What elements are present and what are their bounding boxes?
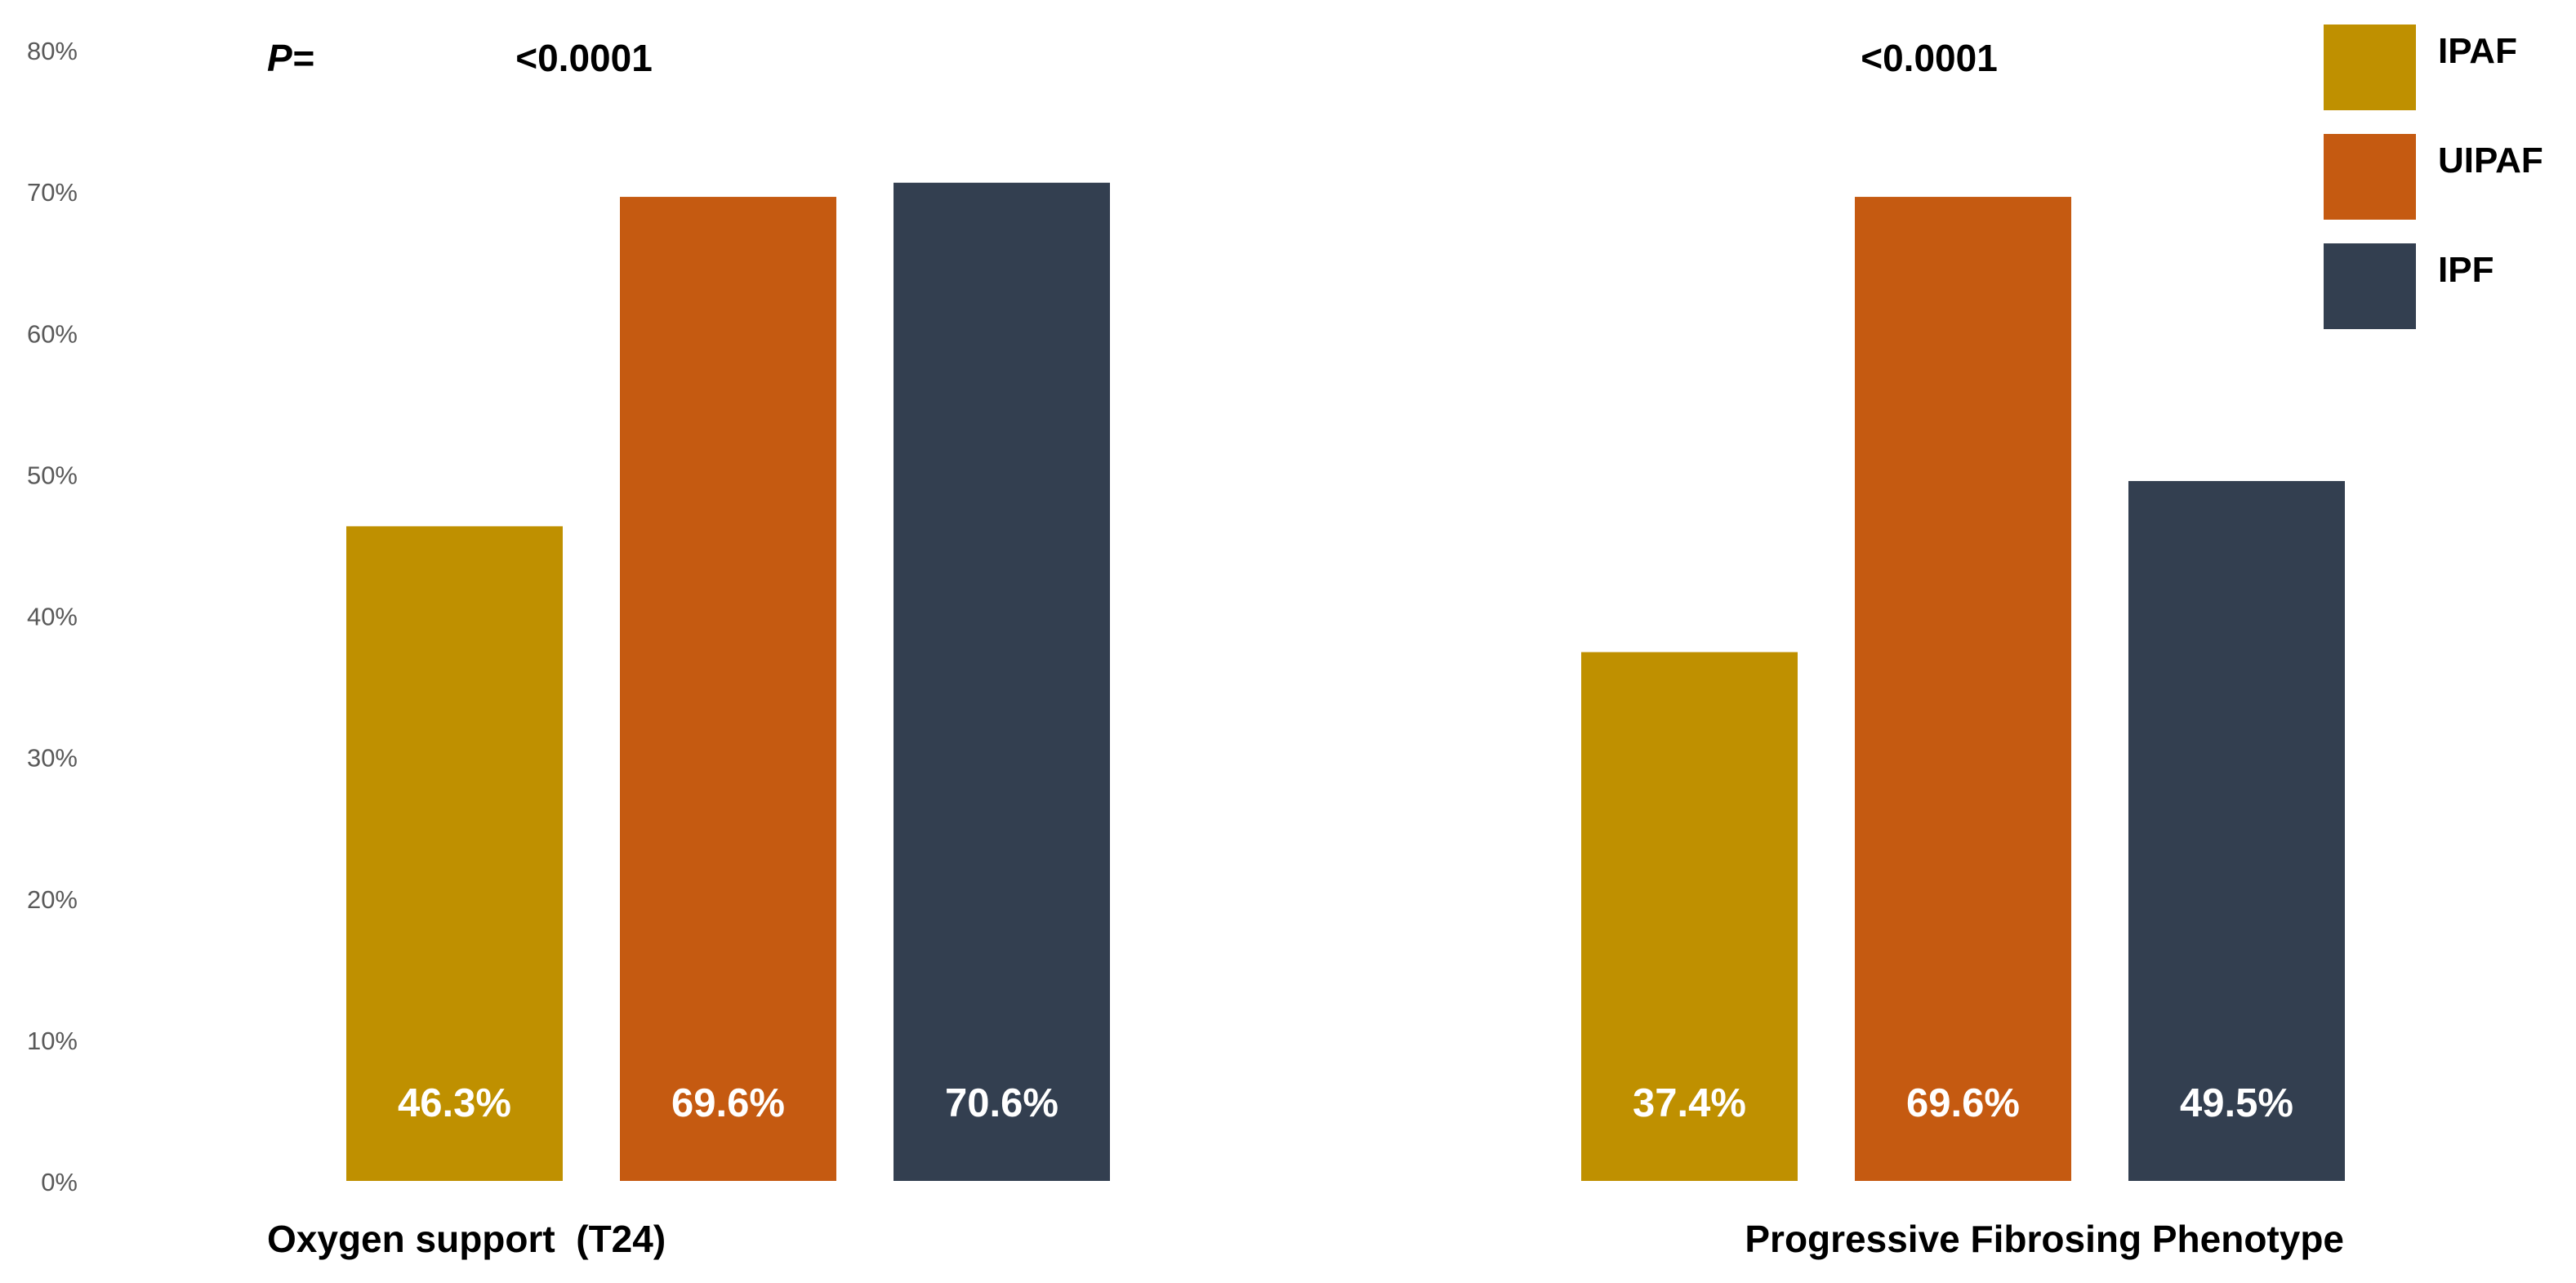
category-label-2: Progressive Fibrosing Phenotype [1745, 1218, 2344, 1260]
legend-label-ipf: IPF [2438, 250, 2494, 290]
data-label-ipf-2: 49.5% [2180, 1081, 2293, 1125]
legend-label-ipaf: IPAF [2438, 31, 2517, 71]
p-value-group-1: <0.0001 [515, 37, 653, 79]
legend-label-uipaf: UIPAF [2438, 140, 2543, 180]
data-labels: 46.3% 37.4% 69.6% 69.6% 70.6% 49.5% [398, 1081, 2293, 1125]
y-tick-label: 30% [27, 744, 78, 773]
data-label-uipaf-1: 69.6% [671, 1081, 785, 1125]
y-tick-label: 10% [27, 1027, 78, 1055]
legend-swatch-uipaf [2324, 134, 2416, 220]
x-axis-labels: Oxygen support (T24) Progressive Fibrosin… [267, 1218, 2344, 1260]
y-tick-label: 20% [27, 885, 78, 914]
annotations: P= <0.0001 <0.0001 [267, 37, 1998, 79]
y-tick-label: 50% [27, 461, 78, 489]
p-value-group-2: <0.0001 [1861, 37, 1998, 79]
legend-swatch-ipf [2324, 243, 2416, 329]
bar-ipaf-2 [1581, 652, 1798, 1181]
y-tick-label: 0% [41, 1168, 78, 1196]
legend: IPAF UIPAF IPF [2324, 25, 2543, 329]
legend-swatch-ipaf [2324, 25, 2416, 110]
bars [346, 182, 2345, 1181]
y-tick-label: 60% [27, 319, 78, 348]
p-label: P= [267, 37, 314, 79]
bar-ipf-1 [894, 182, 1110, 1181]
bar-ipf-2 [2128, 481, 2345, 1181]
y-tick-label: 70% [27, 178, 78, 207]
bar-uipaf-2 [1855, 197, 2071, 1181]
bar-uipaf-1 [620, 197, 836, 1181]
y-axis: 0% 10% 20% 30% 40% 50% 60% 70% 80% [27, 37, 78, 1196]
bar-ipaf-1 [346, 526, 563, 1181]
data-label-ipf-1: 70.6% [945, 1081, 1058, 1125]
y-tick-label: 80% [27, 37, 78, 65]
data-label-uipaf-2: 69.6% [1906, 1081, 2020, 1125]
y-tick-label: 40% [27, 603, 78, 631]
category-label-1: Oxygen support (T24) [267, 1218, 666, 1260]
data-label-ipaf-1: 46.3% [398, 1081, 511, 1125]
data-label-ipaf-2: 37.4% [1633, 1081, 1746, 1125]
